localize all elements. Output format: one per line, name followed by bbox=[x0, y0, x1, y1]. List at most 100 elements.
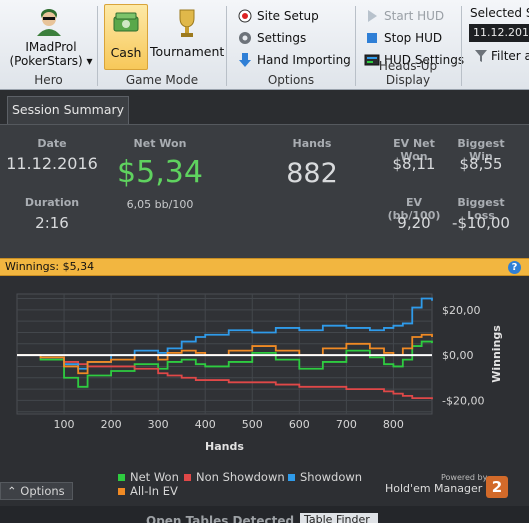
powered-by-text: Powered by bbox=[441, 473, 488, 482]
hands-value: 882 bbox=[286, 158, 338, 189]
legend-swatch bbox=[118, 473, 125, 481]
legend-label: Non Showdown bbox=[196, 470, 285, 484]
cash-button[interactable]: Cash bbox=[104, 4, 148, 70]
hero-name: IMadProl bbox=[25, 40, 77, 54]
series-line-net-won bbox=[17, 340, 433, 388]
tab-session-summary[interactable]: Session Summary bbox=[7, 96, 129, 124]
options-group-label: Options bbox=[267, 73, 315, 87]
net-won-label: Net Won bbox=[133, 137, 187, 150]
start-hud-label: Start HUD bbox=[384, 9, 445, 23]
help-icon[interactable]: ? bbox=[508, 261, 521, 274]
x-tick-label: 800 bbox=[383, 418, 404, 431]
ribbon-divider bbox=[97, 6, 98, 86]
stop-icon bbox=[367, 33, 377, 43]
filter-label: Filter al bbox=[491, 49, 529, 63]
gear-icon bbox=[239, 32, 251, 44]
caret-up-icon: ⌃ bbox=[7, 484, 21, 498]
options-group: Site Setup Settings Hand Importing Optio… bbox=[227, 0, 355, 89]
duration-label: Duration bbox=[24, 196, 80, 209]
net-won-bb: 6,05 bb/100 bbox=[126, 198, 194, 211]
y-tick-label: -$20,00 bbox=[442, 394, 484, 407]
open-tables-text: Open Tables Detected bbox=[146, 514, 295, 523]
tournament-button[interactable]: Tournament bbox=[150, 4, 224, 70]
site-setup-button[interactable]: Site Setup bbox=[237, 6, 319, 26]
legend-label: Showdown bbox=[300, 470, 363, 484]
options-button[interactable]: ⌃ Options bbox=[0, 482, 73, 500]
table-finder-button[interactable]: Table Finder bbox=[300, 513, 378, 523]
legend-item-non-showdown: Non Showdown bbox=[184, 470, 285, 484]
legend-swatch bbox=[184, 473, 191, 481]
legend-item-all-in-ev: All-In EV bbox=[118, 484, 178, 498]
settings-label: Settings bbox=[257, 31, 307, 45]
tab-bar: Session Summary bbox=[0, 90, 529, 124]
selected-label: Selected Se bbox=[470, 6, 529, 20]
trophy-icon bbox=[179, 9, 195, 37]
winnings-bar: Winnings: $5,34 ? bbox=[0, 258, 529, 276]
site-setup-icon bbox=[238, 9, 252, 23]
x-tick-label: 200 bbox=[101, 418, 122, 431]
legend-item-net-won: Net Won bbox=[118, 470, 179, 484]
duration-value: 2:16 bbox=[35, 214, 69, 232]
ribbon-divider bbox=[461, 6, 462, 86]
selected-date-field[interactable]: 11.12.2016 bbox=[469, 24, 529, 42]
ev-bb-value: 9,20 bbox=[397, 214, 431, 232]
ribbon-divider bbox=[226, 6, 227, 86]
tournament-label: Tournament bbox=[150, 44, 225, 59]
legend-label: All-In EV bbox=[130, 484, 178, 498]
hero-site: (PokerStars) ▾ bbox=[9, 54, 93, 68]
holdem-manager-logo-text: Hold'em Manager bbox=[385, 482, 483, 495]
x-tick-label: 500 bbox=[242, 418, 263, 431]
cash-label: Cash bbox=[110, 45, 142, 60]
winnings-chart-area: 100 200 300 400 500 600 700 800 $20,00 $0,00 -$20,… bbox=[0, 276, 529, 506]
date-label: Date bbox=[37, 137, 67, 150]
stop-hud-button[interactable]: Stop HUD bbox=[364, 28, 442, 48]
game-mode-group: Cash Tournament Game Mode bbox=[98, 0, 226, 89]
hud-group-label: Heads-Up Display bbox=[378, 59, 438, 87]
ribbon-toolbar: IMadProl (PokerStars) ▾ Hero Cash Tourna… bbox=[0, 0, 529, 90]
x-tick-label: 400 bbox=[195, 418, 216, 431]
hero-group: IMadProl (PokerStars) ▾ Hero bbox=[0, 0, 97, 89]
hud-group: Start HUD Stop HUD HUD Settings Heads-Up… bbox=[356, 0, 464, 89]
biggest-win-label: Biggest Win bbox=[457, 137, 505, 163]
x-axis-label: Hands bbox=[205, 440, 244, 453]
filter-button[interactable]: Filter al bbox=[474, 49, 529, 63]
hero-avatar-icon[interactable] bbox=[35, 6, 63, 36]
ev-net-won-label: EV Net Won bbox=[393, 137, 435, 163]
legend-item-showdown: Showdown bbox=[288, 470, 362, 484]
biggest-win-value: $8,55 bbox=[459, 155, 503, 173]
legend-swatch bbox=[118, 487, 125, 495]
site-setup-label: Site Setup bbox=[257, 9, 319, 23]
hands-label: Hands bbox=[292, 137, 332, 150]
plot-area bbox=[16, 293, 433, 415]
filter-icon bbox=[475, 50, 487, 62]
x-tick-label: 600 bbox=[289, 418, 310, 431]
x-tick-label: 700 bbox=[336, 418, 357, 431]
play-icon bbox=[368, 10, 377, 22]
ev-net-won-value: $8,11 bbox=[392, 155, 436, 173]
game-mode-group-label: Game Mode bbox=[125, 73, 199, 87]
x-tick-label: 300 bbox=[148, 418, 169, 431]
cash-icon bbox=[113, 12, 139, 32]
biggest-loss-value: -$10,00 bbox=[452, 214, 510, 232]
hud-settings-button[interactable]: HUD Settings bbox=[364, 50, 464, 70]
session-summary-panel: Date 11.12.2016 Duration 2:16 Net Won $5… bbox=[0, 124, 529, 258]
hud-settings-icon bbox=[364, 54, 380, 66]
y-tick-label: $20,00 bbox=[442, 304, 481, 317]
stop-hud-label: Stop HUD bbox=[384, 31, 443, 45]
import-arrow-icon bbox=[239, 53, 251, 67]
legend-label: Net Won bbox=[130, 470, 179, 484]
winnings-chart: 100 200 300 400 500 600 700 800 $20,00 $0,00 -$20,… bbox=[16, 293, 503, 453]
holdem-manager-badge: 2 bbox=[486, 476, 508, 498]
options-label: Options bbox=[20, 484, 65, 498]
settings-button[interactable]: Settings bbox=[237, 28, 306, 48]
net-won-value: $5,34 bbox=[117, 155, 203, 190]
hand-importing-button[interactable]: Hand Importing bbox=[237, 50, 351, 70]
hud-settings-label: HUD Settings bbox=[384, 53, 465, 67]
y-axis-label: Winnings bbox=[490, 325, 503, 383]
hero-selector[interactable]: IMadProl (PokerStars) ▾ bbox=[6, 40, 96, 68]
y-tick-label: $0,00 bbox=[442, 349, 474, 362]
x-tick-label: 100 bbox=[54, 418, 75, 431]
ev-bb-label: EV (bb/100) bbox=[387, 196, 441, 222]
bottom-strip: Open Tables Detected Table Finder bbox=[0, 506, 529, 523]
start-hud-button[interactable]: Start HUD bbox=[364, 6, 444, 26]
